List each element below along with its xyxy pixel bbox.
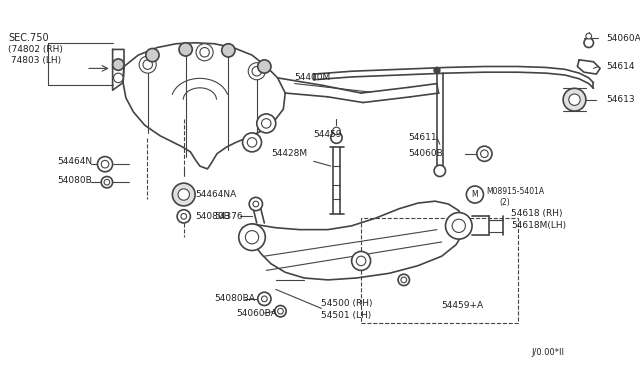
Circle shape: [401, 277, 406, 283]
Circle shape: [104, 179, 110, 185]
Circle shape: [262, 296, 268, 302]
Text: 54613: 54613: [606, 95, 634, 104]
Text: 54060BA: 54060BA: [236, 309, 276, 318]
Text: 54428M: 54428M: [271, 149, 307, 158]
Text: 54376: 54376: [214, 212, 243, 221]
Circle shape: [563, 88, 586, 111]
Circle shape: [278, 308, 284, 314]
Text: 54500 (RH): 54500 (RH): [321, 299, 372, 308]
Circle shape: [445, 212, 472, 239]
Text: J/0.00*II: J/0.00*II: [532, 349, 565, 357]
Text: 54060A: 54060A: [606, 33, 640, 42]
Circle shape: [257, 114, 276, 133]
Text: 54501 (LH): 54501 (LH): [321, 311, 371, 320]
Circle shape: [569, 94, 580, 105]
Circle shape: [477, 146, 492, 161]
Circle shape: [143, 60, 152, 69]
Circle shape: [113, 59, 124, 70]
Circle shape: [584, 38, 593, 48]
Circle shape: [139, 56, 156, 73]
Text: 54614: 54614: [606, 62, 634, 71]
Circle shape: [101, 177, 113, 188]
Circle shape: [586, 33, 591, 39]
Text: 54459+A: 54459+A: [442, 301, 484, 310]
Text: 54618M(LH): 54618M(LH): [511, 221, 566, 230]
Circle shape: [434, 165, 445, 177]
Circle shape: [247, 138, 257, 147]
Circle shape: [434, 67, 440, 73]
Circle shape: [200, 48, 209, 57]
Text: SEC.750: SEC.750: [8, 33, 49, 43]
Text: 54464NA: 54464NA: [195, 190, 236, 199]
Circle shape: [356, 256, 366, 266]
Text: 54611: 54611: [408, 133, 437, 142]
Circle shape: [239, 224, 266, 250]
Text: 54080B: 54080B: [58, 176, 92, 185]
Circle shape: [249, 198, 262, 211]
Text: M08915-5401A: M08915-5401A: [486, 187, 545, 196]
Circle shape: [331, 132, 342, 143]
Circle shape: [113, 73, 123, 83]
Circle shape: [258, 292, 271, 305]
Circle shape: [146, 48, 159, 62]
Circle shape: [101, 160, 109, 168]
Circle shape: [196, 44, 213, 61]
Text: (74802 (RH): (74802 (RH): [8, 45, 63, 54]
Circle shape: [398, 274, 410, 286]
Text: 54618 (RH): 54618 (RH): [511, 209, 563, 218]
Circle shape: [258, 60, 271, 73]
Circle shape: [243, 133, 262, 152]
Circle shape: [262, 119, 271, 128]
Circle shape: [221, 44, 235, 57]
Circle shape: [252, 67, 262, 76]
Text: 54080B: 54080B: [195, 212, 230, 221]
Circle shape: [181, 214, 187, 219]
Circle shape: [245, 231, 259, 244]
Circle shape: [275, 305, 286, 317]
Circle shape: [178, 189, 189, 200]
Text: (2): (2): [500, 198, 510, 206]
Circle shape: [481, 150, 488, 158]
Circle shape: [253, 201, 259, 207]
Bar: [361, 218, 518, 323]
Text: 74803 (LH): 74803 (LH): [8, 56, 61, 65]
Circle shape: [97, 157, 113, 172]
Circle shape: [452, 219, 465, 232]
Text: 54459: 54459: [314, 130, 342, 139]
Circle shape: [351, 251, 371, 270]
Text: 54464N: 54464N: [58, 157, 93, 166]
Circle shape: [248, 63, 266, 80]
Text: 54080BA: 54080BA: [214, 294, 255, 303]
Circle shape: [172, 183, 195, 206]
Circle shape: [467, 186, 483, 203]
Circle shape: [179, 43, 192, 56]
Text: 54060B: 54060B: [408, 149, 444, 158]
Text: M: M: [472, 190, 478, 199]
Text: 54400M: 54400M: [294, 73, 331, 82]
Circle shape: [177, 210, 190, 223]
Circle shape: [333, 127, 340, 135]
